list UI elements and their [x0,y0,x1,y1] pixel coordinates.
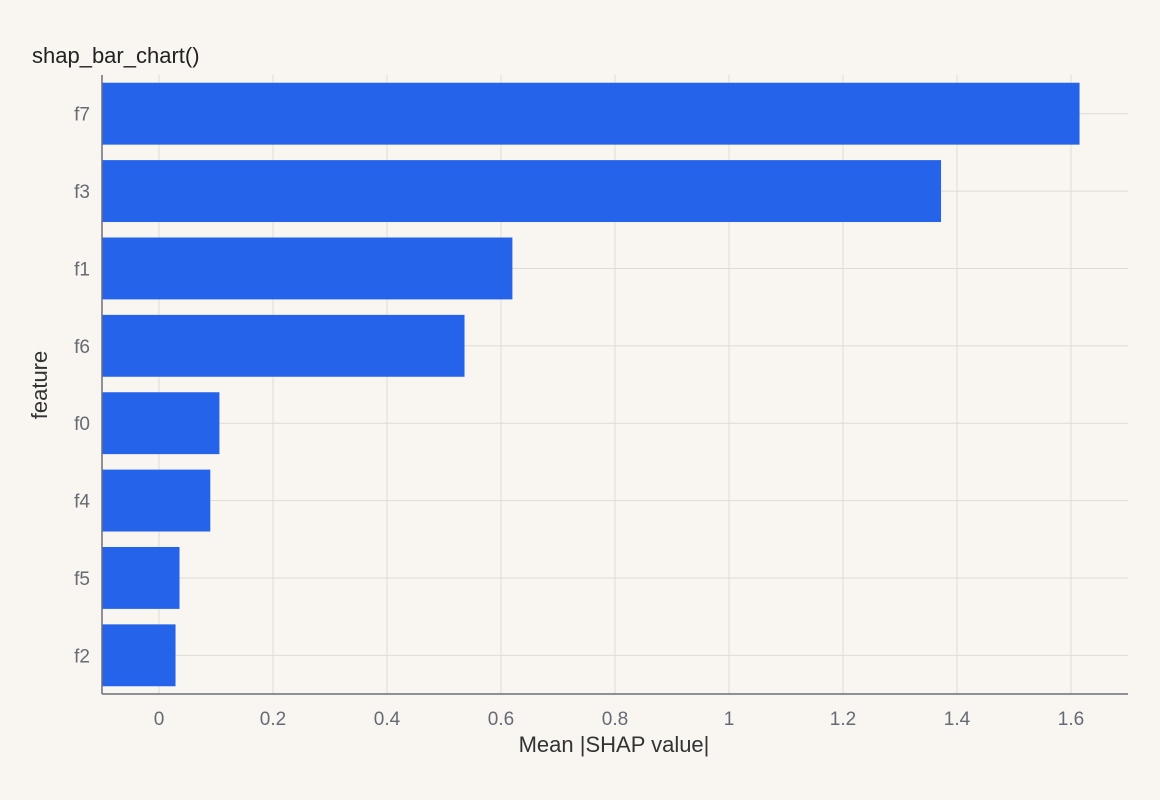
y-tick-label: f3 [74,182,90,203]
y-tick-label: f2 [74,646,90,667]
bar-f7 [102,82,1080,145]
y-tick-label: f5 [74,569,90,590]
y-tick-label: f0 [74,414,90,435]
x-tick-label: 0.4 [374,709,401,730]
bar-f1 [102,237,513,300]
y-tick-labels: f7 f3 f1 f6 f0 f4 f5 f2 [74,105,90,668]
x-tick-label: 1 [724,709,735,730]
bar-f0 [102,392,220,455]
x-tick-label: 1.4 [944,709,971,730]
x-tick-labels: 0 0.2 0.4 0.6 0.8 1 1.2 1.4 1.6 [154,709,1085,730]
bar-f5 [102,546,180,609]
y-tick-label: f4 [74,492,90,513]
x-tick-label: 0.2 [260,709,286,730]
x-tick-label: 0.8 [602,709,628,730]
x-axis-title: Mean |SHAP value| [519,732,710,757]
x-tick-label: 1.6 [1058,709,1084,730]
bar-f4 [102,469,211,532]
chart-title: shap_bar_chart() [32,43,200,68]
y-tick-label: f1 [74,259,90,280]
x-tick-label: 0 [154,709,165,730]
bars [102,82,1080,687]
bar-f6 [102,314,465,377]
x-tick-label: 1.2 [830,709,856,730]
axes [101,75,1128,695]
bar-f2 [102,624,176,687]
y-axis-title: feature [27,351,52,420]
y-tick-label: f6 [74,337,90,358]
x-tick-label: 0.6 [488,709,514,730]
y-tick-label: f7 [74,105,90,126]
bar-f3 [102,160,942,223]
